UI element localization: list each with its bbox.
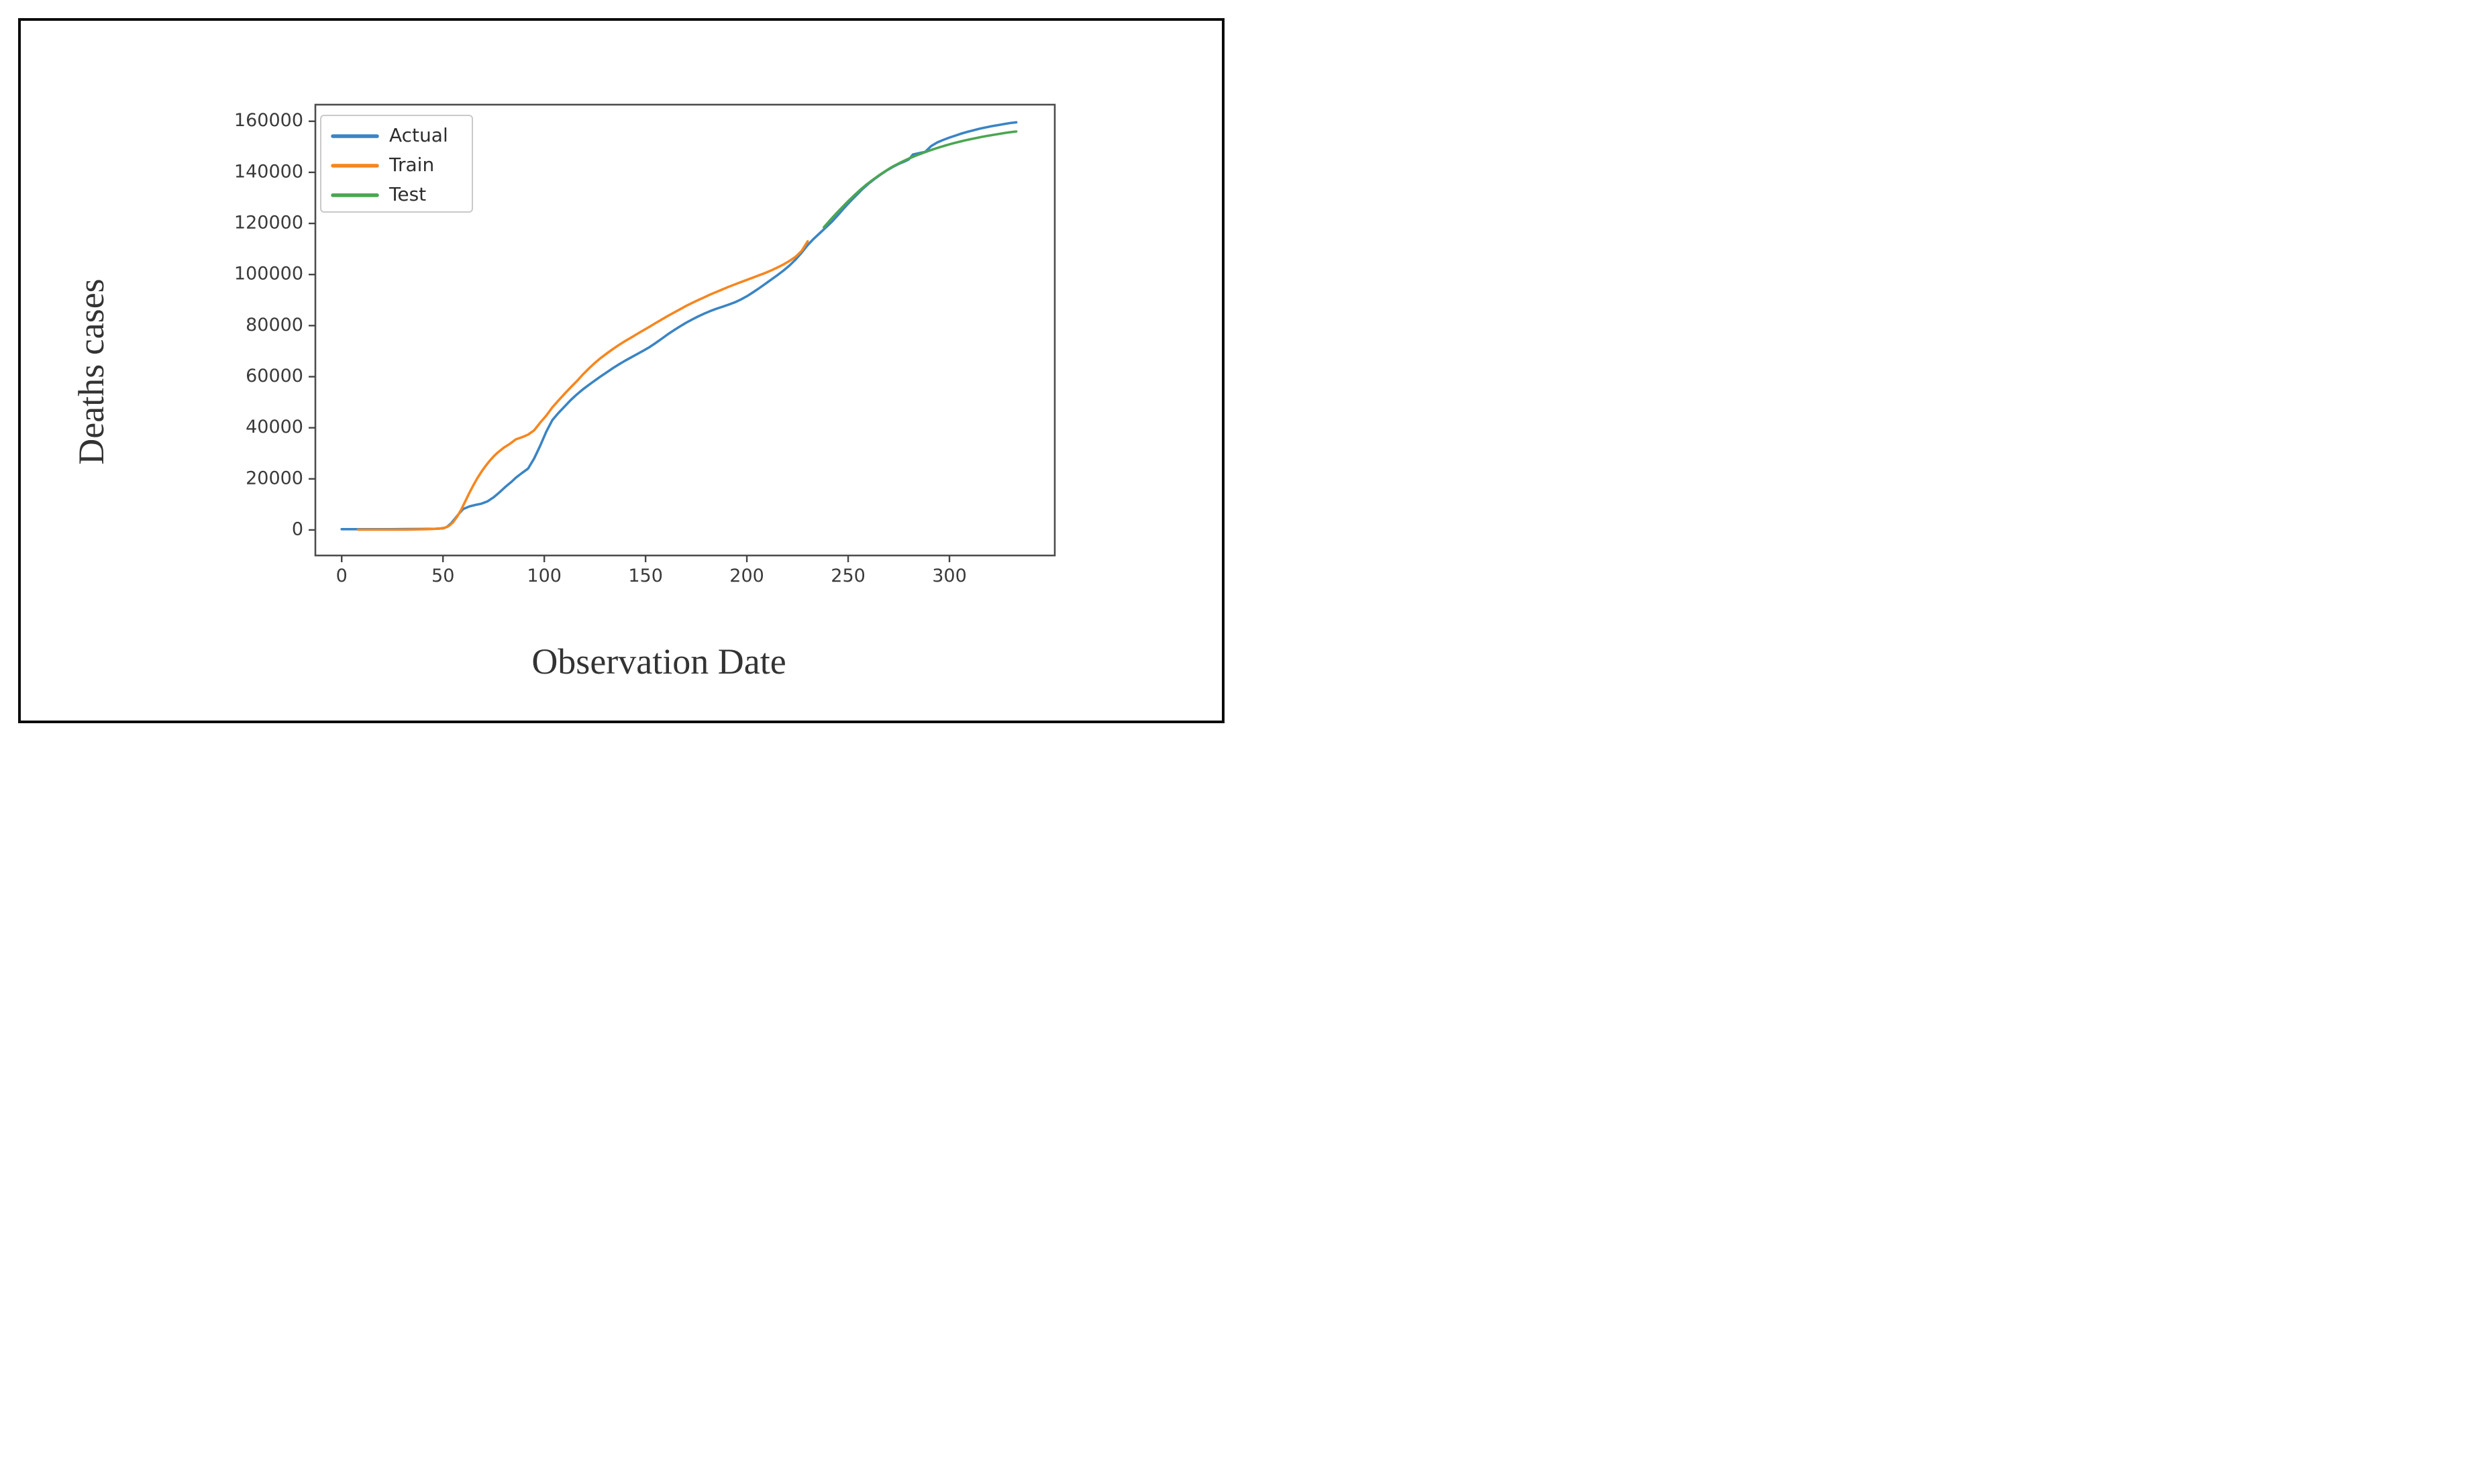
legend-frame [320,115,473,213]
series-line-test [823,130,1018,229]
y-tick-label: 20000 [246,468,303,488]
x-tick-label: 0 [336,566,348,586]
series-line-actual [340,121,1018,531]
x-tick-label: 200 [729,566,764,586]
y-tick-label: 40000 [246,417,303,437]
x-tick-label: 250 [831,566,866,586]
series-lines [340,121,1018,531]
y-tick-label: 160000 [234,110,303,131]
x-tick-label: 300 [932,566,967,586]
y-tick-label: 140000 [234,161,303,182]
series-line-train [356,240,809,531]
x-tick-label: 150 [628,566,663,586]
x-axis-title: Observation Date [531,641,786,682]
y-tick-label: 100000 [234,264,303,284]
x-tick-label: 50 [431,566,454,586]
y-axis-title: Deaths cases [71,278,111,465]
y-axis-ticks: 0 20000 40000 60000 80000 100000 120000 140000 1… [234,110,315,539]
legend-box: Actual Train Test [320,115,473,213]
legend-label-train: Train [388,154,434,176]
y-tick-label: 0 [292,519,303,539]
y-tick-label: 60000 [246,366,303,386]
figure-canvas: 0 50 100 150 200 250 300 0 20000 40000 60000 80000… [0,0,1244,742]
line-chart: 0 50 100 150 200 250 300 0 20000 40000 60000 80000… [234,103,1056,586]
legend-label-test: Test [388,183,426,205]
legend-label-actual: Actual [389,124,448,146]
x-tick-label: 100 [527,566,562,586]
x-axis-ticks: 0 50 100 150 200 250 300 [336,555,967,586]
y-tick-label: 120000 [234,213,303,233]
y-tick-label: 80000 [246,315,303,335]
